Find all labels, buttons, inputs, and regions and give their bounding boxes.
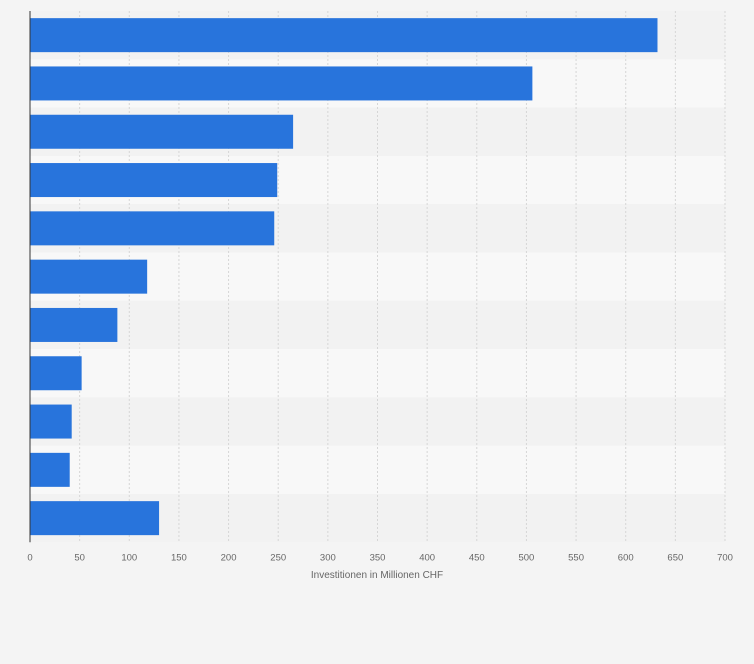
- bar: [30, 501, 160, 536]
- x-tick-label: 150: [171, 552, 187, 563]
- x-tick-label: 650: [667, 552, 683, 563]
- row-band: [30, 445, 725, 494]
- x-tick-label: 50: [74, 552, 85, 563]
- x-tick-label: 100: [121, 552, 137, 563]
- bar: [30, 356, 82, 391]
- row-band: [30, 349, 725, 398]
- x-tick-label: 250: [270, 552, 286, 563]
- bars: [30, 18, 658, 536]
- x-tick-label: 550: [568, 552, 584, 563]
- row-band: [30, 397, 725, 446]
- x-tick-label: 300: [320, 552, 336, 563]
- x-tick-label: 450: [469, 552, 485, 563]
- bar: [30, 452, 70, 487]
- x-tick-label: 700: [717, 552, 733, 563]
- bar: [30, 18, 658, 53]
- x-tick-label: 0: [27, 552, 32, 563]
- bar: [30, 307, 118, 342]
- x-tick-label: 600: [618, 552, 634, 563]
- x-axis: 0 50 100 150 200 250 300 350 400 450 500 550 600 650 7…: [27, 552, 733, 563]
- bar: [30, 66, 533, 101]
- x-axis-label: Investitionen in Millionen CHF: [311, 570, 443, 581]
- x-tick-label: 350: [370, 552, 386, 563]
- x-tick-label: 400: [419, 552, 435, 563]
- x-tick-label: 200: [221, 552, 237, 563]
- bar: [30, 114, 294, 149]
- bar: [30, 259, 148, 294]
- bar: [30, 211, 275, 246]
- x-tick-label: 500: [518, 552, 534, 563]
- bar: [30, 404, 72, 439]
- bar: [30, 163, 278, 198]
